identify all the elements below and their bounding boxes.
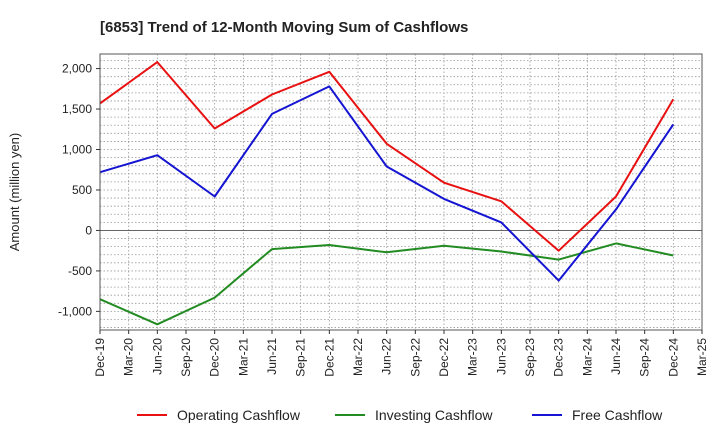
x-tick-label: Sep-22	[408, 338, 422, 377]
x-tick-label: Dec-23	[552, 338, 566, 377]
x-tick-label: Dec-21	[322, 338, 336, 377]
x-tick-label: Sep-21	[294, 338, 308, 377]
y-tick-label: 1,000	[62, 143, 92, 157]
x-tick-label: Mar-23	[466, 338, 480, 376]
x-tick-label: Sep-20	[179, 338, 193, 377]
y-tick-label: 2,000	[62, 62, 92, 76]
x-tick-label: Mar-24	[580, 338, 594, 376]
x-tick-label: Jun-23	[494, 338, 508, 375]
series-group	[99, 61, 675, 326]
x-tick-label: Sep-23	[523, 338, 537, 377]
y-tick-label: 0	[85, 223, 92, 237]
x-tick-label: Mar-20	[122, 338, 136, 376]
y-tick-label: 1,500	[62, 102, 92, 116]
x-tick-label: Sep-24	[638, 338, 652, 377]
x-tick-label: Dec-20	[208, 338, 222, 377]
legend-label-investing-cashflow: Investing Cashflow	[375, 407, 493, 423]
x-tick-label: Jun-20	[150, 338, 164, 375]
plot-frame	[99, 53, 703, 331]
y-tick-label: 500	[72, 183, 92, 197]
x-tick-label: Jun-22	[380, 338, 394, 375]
x-tick-label: Mar-22	[351, 338, 365, 376]
y-tick-label: -500	[68, 264, 92, 278]
x-tick-label: Mar-21	[236, 338, 250, 376]
x-tick-label: Dec-19	[93, 338, 107, 377]
plot-area	[100, 54, 702, 330]
x-tick-label: Dec-24	[666, 338, 680, 377]
series-line-free-cashflow	[99, 85, 675, 282]
series-line-operating-cashflow	[99, 61, 675, 252]
x-tick-label: Dec-22	[437, 338, 451, 377]
x-tick-label: Jun-24	[609, 338, 623, 375]
chart-title: [6853] Trend of 12-Month Moving Sum of C…	[100, 19, 468, 36]
y-axis-ticks: -1,000 -500 0 500 1,000 1,500 2,000	[58, 62, 100, 318]
x-axis-ticks: Dec-19 Mar-20 Jun-20 Sep-20 Dec-20 Mar-21 Jun-…	[93, 330, 709, 377]
x-tick-label: Mar-25	[695, 338, 709, 376]
legend-label-operating-cashflow: Operating Cashflow	[177, 407, 301, 423]
legend-label-free-cashflow: Free Cashflow	[572, 407, 663, 423]
legend: Operating Cashflow Investing Cashflow Free…	[137, 407, 663, 423]
y-axis-label: Amount (million yen)	[7, 133, 22, 252]
x-tick-label: Jun-21	[265, 338, 279, 375]
series-line-investing-cashflow	[99, 242, 674, 326]
y-tick-label: -1,000	[58, 304, 92, 318]
grid	[99, 54, 703, 330]
